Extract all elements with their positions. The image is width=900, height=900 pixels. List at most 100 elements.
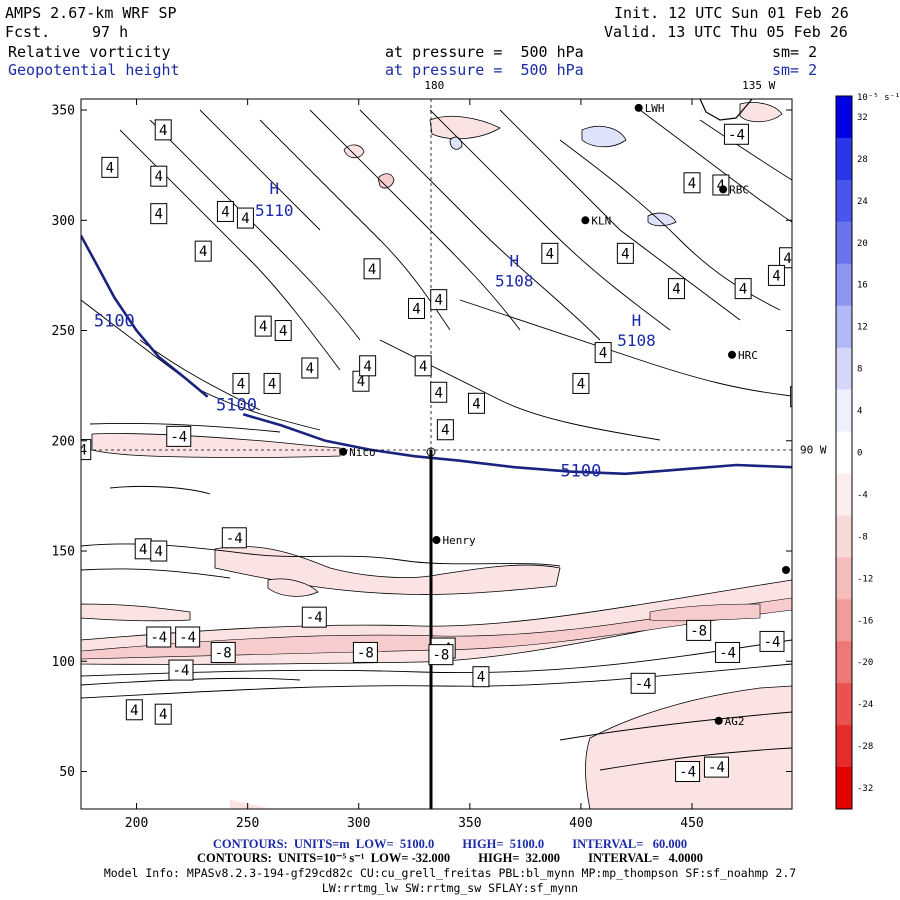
vorticity-label-box <box>101 156 119 178</box>
vorticity-label-box <box>759 630 785 652</box>
vorticity-label: -4 <box>675 761 701 783</box>
vorticity-label-text: -8 <box>215 645 232 661</box>
vorticity-label-text: -4 <box>728 127 745 143</box>
vorticity-label-text: 4 <box>237 376 245 392</box>
vorticity-label: -8 <box>686 619 712 641</box>
vorticity-label-box <box>301 357 319 379</box>
vorticity-label-box <box>414 355 432 377</box>
colorbar-tick-label: -32 <box>857 784 873 794</box>
vorticity-label: 4 <box>683 172 701 194</box>
vorticity-label-text: 4 <box>546 246 554 262</box>
station-label: AG2 <box>725 715 745 728</box>
vorticity-label-box <box>216 200 234 222</box>
vorticity-label-box <box>715 641 741 663</box>
vorticity-label: 4 <box>150 203 168 225</box>
vorticity-label: -4 <box>723 123 749 145</box>
vorticity-label-box <box>146 626 172 648</box>
vorticity-contours <box>81 109 792 771</box>
vorticity-label-text: 4 <box>130 703 138 719</box>
vorticity-label-box <box>301 606 327 628</box>
coastline <box>699 99 753 121</box>
x-tick-label: 400 <box>569 816 592 831</box>
south-pole-marker <box>426 447 436 457</box>
colorbar-segment <box>836 557 852 600</box>
colorbar-tick-label: 8 <box>857 365 862 375</box>
height-contour-label: 5100 <box>560 462 601 482</box>
colorbar-segment <box>836 725 852 768</box>
height-high-label: H <box>269 179 279 198</box>
field1-level: at pressure = 500 hPa <box>385 43 584 61</box>
colorbar-tick-label: -4 <box>857 490 868 500</box>
vorticity-label-text: -4 <box>635 676 652 692</box>
y-tick-label: 100 <box>52 655 75 670</box>
station-label: Henry <box>443 534 476 547</box>
station-label: Nico <box>349 446 376 459</box>
vorticity-label-box <box>150 203 168 225</box>
vorticity-label: 4 <box>767 264 785 286</box>
model-info-radiation: LW:rrtmg_lw SW:rrtmg_sw SFLAY:sf_mynn <box>321 881 579 895</box>
vorticity-label: 4 <box>301 357 319 379</box>
colorbar-segment <box>836 389 852 433</box>
colorbar-tick-label: -24 <box>857 700 873 710</box>
vorticity-label-text: 4 <box>363 359 371 375</box>
vorticity-label: 4 <box>101 156 119 178</box>
vorticity-label-text: 4 <box>435 293 443 309</box>
colorbar-segment <box>836 515 852 558</box>
vorticity-label-text: 4 <box>672 282 680 298</box>
vorticity-label: -4 <box>715 641 741 663</box>
vorticity-label: 4 <box>232 372 250 394</box>
vorticity-label-text: 4 <box>477 670 485 686</box>
vorticity-label: 4 <box>572 372 590 394</box>
vorticity-label-text: -4 <box>708 760 725 776</box>
vorticity-label: -4 <box>703 756 729 778</box>
vorticity-label: 4 <box>734 278 752 300</box>
vorticity-label: 4 <box>436 419 454 441</box>
vorticity-label-box <box>667 278 685 300</box>
colorbar-frame <box>835 95 853 810</box>
height-contour-label: 5100 <box>94 312 135 332</box>
vorticity-label-box <box>150 540 168 562</box>
colorbar-tick-label: 0 <box>857 449 862 459</box>
y-tick-label: 250 <box>52 324 75 339</box>
station-marker <box>714 716 723 725</box>
colorbar-tick-label: -20 <box>857 658 873 668</box>
vorticity-label-box <box>236 207 254 229</box>
colorbar-segment <box>836 641 852 684</box>
vorticity-label-text: 4 <box>155 169 163 185</box>
stations: Henry Nico KLN RBC HRC AG2 LWH <box>339 102 790 728</box>
height-contours: 5100 5100 5100 <box>81 235 792 482</box>
vorticity-label-text: -4 <box>170 429 187 445</box>
vorticity-label-box <box>194 240 212 262</box>
field2-name: Geopotential height <box>8 61 180 79</box>
vorticity-label-text: 4 <box>155 207 163 223</box>
vorticity-label: 4 <box>274 320 292 342</box>
vorticity-label-text: 4 <box>794 390 802 406</box>
vorticity-label-box <box>723 123 749 145</box>
x-tick-label: 450 <box>680 816 703 831</box>
vorticity-label: -4 <box>759 630 785 652</box>
vorticity-label-box <box>221 527 247 549</box>
vorticity-label: 4 <box>216 200 234 222</box>
vorticity-label-box <box>467 392 485 414</box>
vorticity-label-box <box>210 641 236 663</box>
vorticity-label-text: 4 <box>717 178 725 194</box>
vorticity-label: -4 <box>146 626 172 648</box>
field2-smoothing: sm= 2 <box>772 61 818 79</box>
longitude-label-90w: 90 W <box>800 444 827 457</box>
vorticity-label-box <box>363 258 381 280</box>
vorticity-label-text: 4 <box>621 246 629 262</box>
vorticity-label: 4 <box>594 342 612 364</box>
vorticity-label-box <box>430 381 448 403</box>
vorticity-label-box <box>594 342 612 364</box>
vorticity-label-text: -4 <box>764 634 781 650</box>
vorticity-label-box <box>630 672 656 694</box>
vorticity-label: 4 <box>236 207 254 229</box>
station-label: RBC <box>729 183 749 196</box>
vorticity-label-text: -8 <box>357 645 374 661</box>
vorticity-label-box <box>675 761 701 783</box>
station-marker <box>634 103 643 112</box>
vorticity-label: 4 <box>254 315 272 337</box>
